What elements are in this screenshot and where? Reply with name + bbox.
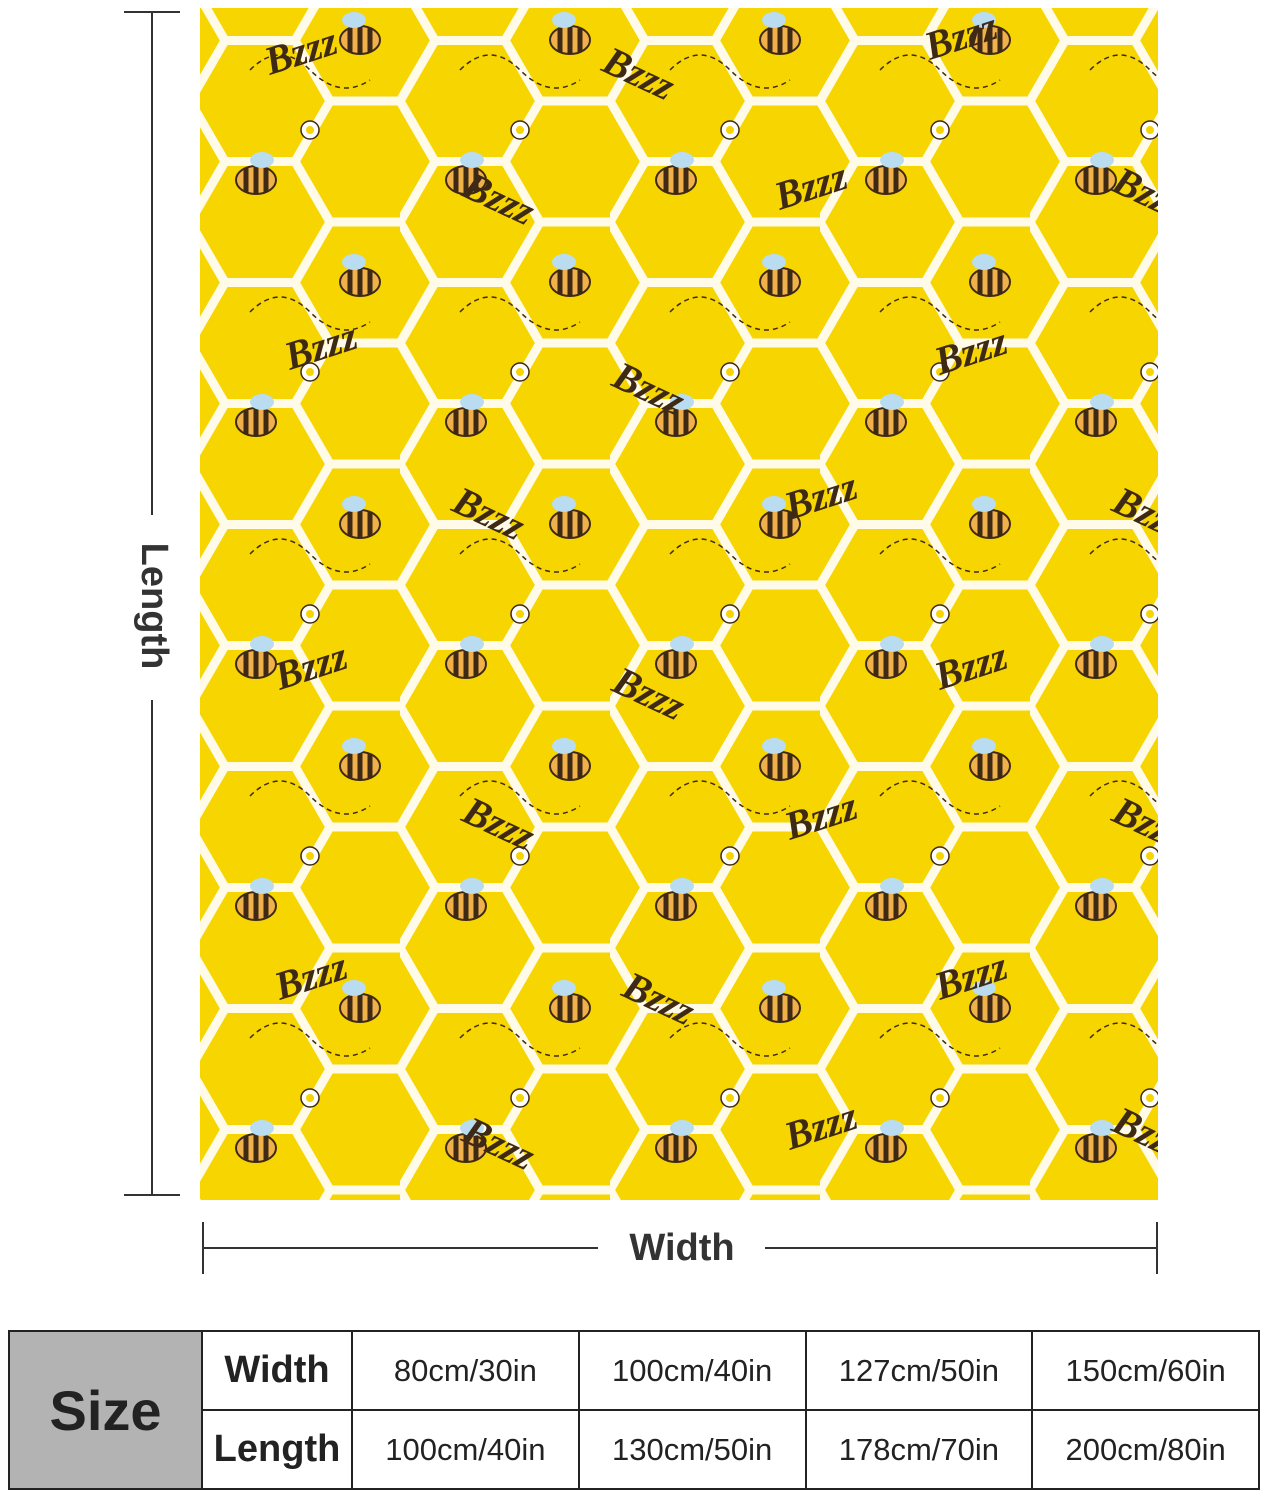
size-cell: 100cm/40in [577,1330,807,1411]
size-cell: 150cm/60in [1031,1330,1260,1411]
row-label: Length [201,1409,353,1490]
width-label: Width [629,1227,734,1269]
width-dimension [202,1222,1158,1274]
size-row: Length 100cm/40in 130cm/50in 178cm/70in … [9,1409,1260,1490]
length-dimension [124,11,180,1196]
blanket [200,8,1158,1200]
size-table: Size Width 80cm/30in 100cm/40in 127cm/50… [8,1330,1260,1490]
row-label: Width [201,1330,353,1411]
size-cell: 80cm/30in [351,1330,580,1411]
size-cell: 100cm/40in [351,1409,580,1490]
size-cell: 127cm/50in [804,1330,1034,1411]
length-label: Length [133,543,175,670]
size-cell: 200cm/80in [1031,1409,1260,1490]
size-row: Size Width 80cm/30in 100cm/40in 127cm/50… [8,1330,1260,1490]
size-cell: 130cm/50in [577,1409,807,1490]
size-cell: 178cm/70in [804,1409,1034,1490]
size-header: Size [8,1330,203,1490]
